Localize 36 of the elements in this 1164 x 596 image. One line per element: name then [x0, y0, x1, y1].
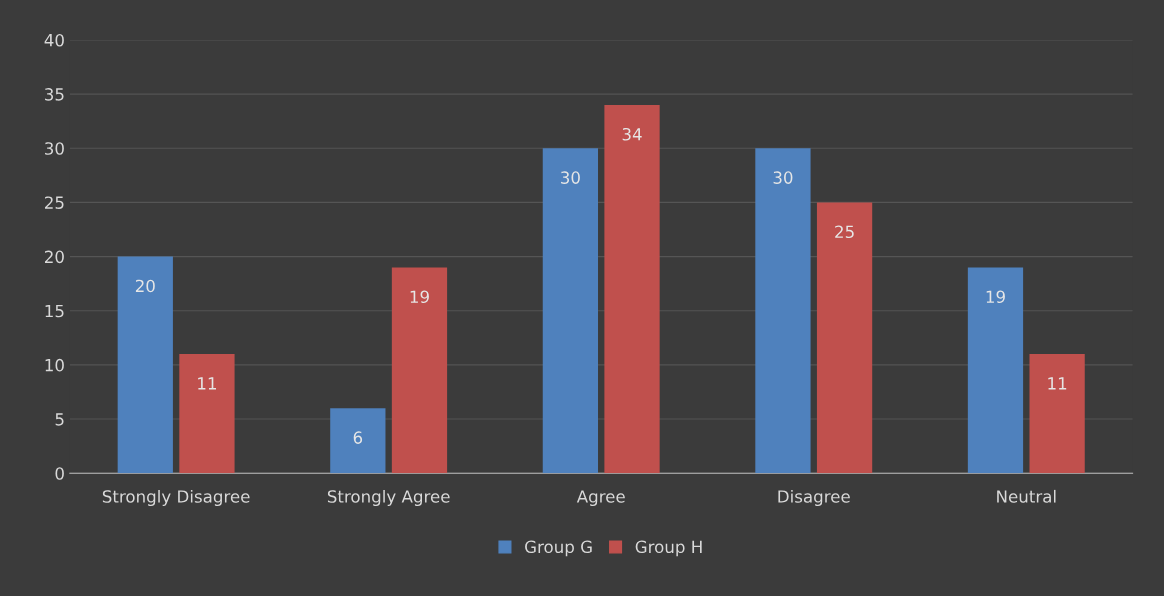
y-tick-label: 30 [45, 142, 64, 155]
y-tick-label: 25 [44, 196, 64, 209]
bar [542, 148, 599, 474]
data-label: 30 [561, 171, 580, 184]
y-tick-label: 5 [55, 413, 64, 426]
bar [330, 408, 386, 474]
legend-label: Group G [525, 540, 592, 557]
y-tick-label: 10 [45, 358, 64, 372]
x-tick-label: Strongly Disagree [102, 489, 250, 507]
data-label: 6 [353, 431, 363, 444]
data-label: 19 [410, 290, 429, 304]
data-label: 11 [1048, 377, 1067, 390]
bar [967, 267, 1024, 474]
x-tick-label: Strongly Agree [327, 489, 450, 507]
x-tick-label: Disagree [778, 489, 850, 507]
x-tick-label: Neutral [997, 489, 1056, 503]
y-tick-label: 0 [55, 467, 64, 480]
x-tick-label: Agree [576, 490, 625, 507]
y-tick-label: 35 [45, 88, 64, 101]
legend-label: Group H [635, 540, 702, 557]
data-label: 11 [198, 377, 216, 390]
bar [1029, 354, 1085, 474]
bar [391, 267, 448, 474]
bar [117, 256, 173, 474]
y-tick-label: 20 [44, 250, 64, 264]
data-label: 19 [986, 290, 1005, 304]
data-label: 30 [773, 171, 793, 184]
data-label: 25 [835, 225, 854, 239]
bar [604, 104, 660, 474]
y-tick-label: 40 [44, 33, 64, 47]
bar [179, 354, 235, 474]
bar [816, 202, 873, 474]
data-label: 34 [622, 127, 642, 141]
bar [755, 148, 811, 474]
data-label: 20 [135, 279, 155, 293]
y-tick-label: 15 [45, 304, 64, 318]
